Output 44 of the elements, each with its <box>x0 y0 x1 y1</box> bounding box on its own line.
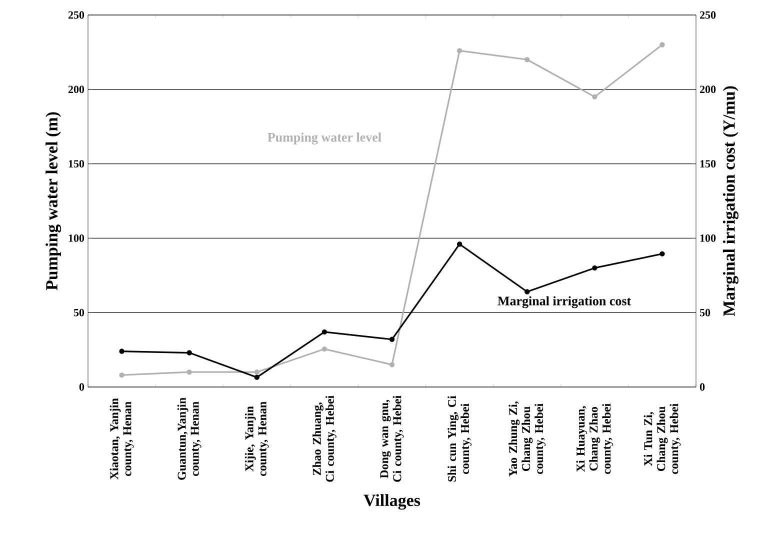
x-tick-label: Xijie, Yanjin county, Henan <box>244 402 269 476</box>
y2-tick-label: 150 <box>700 160 716 168</box>
point <box>186 370 192 375</box>
point <box>254 374 260 380</box>
x-tick-label: Xiaotan, Yanjin county, Henan <box>110 398 134 480</box>
point <box>389 336 395 342</box>
y2-tick-label: 250 <box>700 11 716 19</box>
y2-axis-title: Marginal irrigation cost (Y/mu) <box>722 86 738 316</box>
point <box>322 329 328 335</box>
point <box>119 348 124 354</box>
point <box>322 346 328 352</box>
point <box>186 350 192 356</box>
x-tick-label: Guantun,Yanjin county, Henan <box>177 398 202 480</box>
y-tick-label: 100 <box>68 234 84 242</box>
point <box>389 362 395 368</box>
point <box>660 42 665 48</box>
y2-tick-label: 0 <box>700 383 705 391</box>
point <box>524 289 530 294</box>
series-label: Marginal irrigation cost <box>498 296 632 308</box>
y2-tick-label: 200 <box>700 86 716 94</box>
y-axis-title: Pumping water level (m) <box>46 112 62 290</box>
text: Pumping water level <box>268 132 382 144</box>
x-tick-label: Zhao Zhuang, Ci county, Hebei <box>312 396 336 482</box>
y-tick-label: 200 <box>68 86 84 94</box>
x-tick-label: Xi Tun Zi, Chang Zhou county, Hebei <box>644 404 681 474</box>
point <box>456 48 462 54</box>
point <box>254 370 260 375</box>
x-tick-label: Dong wan gnu, Ci county, Hebei <box>380 396 404 482</box>
point <box>524 57 530 62</box>
x-tick-label: Shi cun Ying, Ci county, Hebei <box>448 396 472 482</box>
y-tick-label: 0 <box>79 383 84 391</box>
y-tick-label: 150 <box>68 160 84 168</box>
y-tick-label: 50 <box>74 308 84 316</box>
y-tick-label: 250 <box>68 11 84 19</box>
point <box>119 372 124 378</box>
point <box>592 94 598 100</box>
x-tick-label: Xi Huayuan, Chang Zhao county, Hebei <box>576 404 614 474</box>
y2-tick-label: 100 <box>700 234 716 242</box>
point <box>456 242 462 247</box>
point <box>592 265 598 271</box>
y2-tick-label: 50 <box>700 308 710 316</box>
x-axis-title: Villages <box>364 494 420 510</box>
x-tick-label: Yao Zhung Zi, Chang Zhou county, Hebei <box>508 402 546 477</box>
point <box>660 251 665 256</box>
